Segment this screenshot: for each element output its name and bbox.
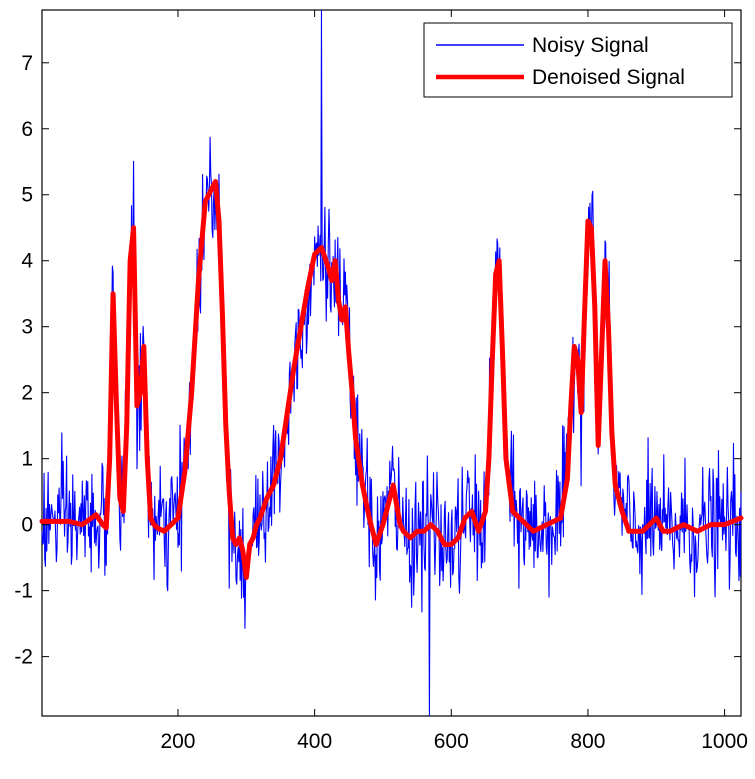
y-tick-label: 7 xyxy=(21,52,33,75)
x-tick-label: 1000 xyxy=(701,730,748,753)
legend: Noisy Signal Denoised Signal xyxy=(423,22,733,98)
legend-box xyxy=(423,22,733,98)
y-tick-label: 4 xyxy=(21,250,33,273)
legend-label: Noisy Signal xyxy=(532,34,649,57)
noisy-signal-line xyxy=(41,9,742,717)
x-tick-label: 200 xyxy=(160,730,195,753)
y-tick-label: 6 xyxy=(21,118,33,141)
y-tick-label: 1 xyxy=(21,448,33,471)
noisy-signal-series xyxy=(41,9,742,717)
legend-label: Denoised Signal xyxy=(532,66,685,89)
x-tick-label: 600 xyxy=(434,730,469,753)
y-tick-label: 0 xyxy=(21,514,33,537)
y-tick-label: 5 xyxy=(21,184,33,207)
y-tick-label: -1 xyxy=(14,580,33,603)
axis-ticks: 200 400 600 800 1000 -2 -1 0 1 2 3 4 5 6 7 xyxy=(14,10,748,753)
x-tick-label: 800 xyxy=(570,730,605,753)
denoised-signal-line xyxy=(39,179,744,580)
y-tick-label: -2 xyxy=(14,646,33,669)
y-tick-label: 3 xyxy=(21,316,33,339)
x-tick-label: 400 xyxy=(297,730,332,753)
plot-border xyxy=(41,9,742,717)
denoised-signal-series xyxy=(39,179,744,580)
y-tick-label: 2 xyxy=(21,382,33,405)
axes-frame xyxy=(41,9,742,717)
